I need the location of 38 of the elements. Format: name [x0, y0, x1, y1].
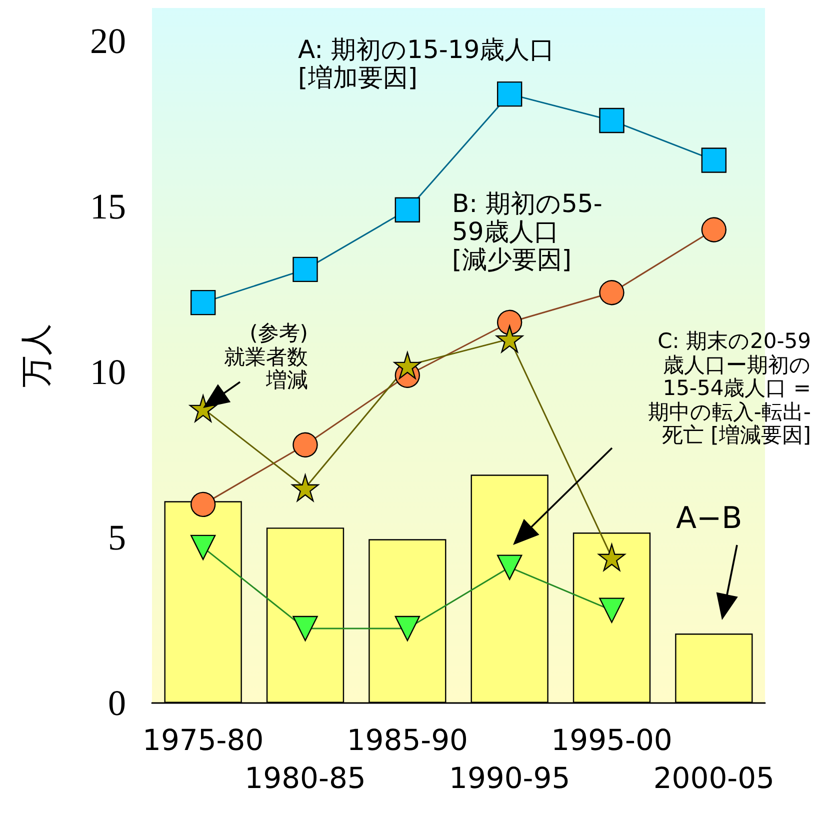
- point: [598, 544, 626, 571]
- point: [189, 394, 217, 422]
- annotation: A−B: [676, 501, 742, 536]
- point: [599, 108, 624, 134]
- annotation: A: 期初の15-19歳人口[増加要因]: [298, 35, 555, 92]
- point: [190, 534, 216, 560]
- point: [497, 310, 522, 335]
- x-tick-label: 1980-85: [244, 761, 366, 795]
- x-tick-label: 1990-95: [448, 761, 570, 795]
- annotation: C: 期末の20-59歳人口ー期初の15-54歳人口 =期中の転入-転出-死亡 [増減要因]: [648, 329, 811, 448]
- annotation: (参考)就業者数増減: [224, 321, 308, 393]
- y-tick-label: 5: [108, 518, 126, 558]
- point: [292, 474, 319, 502]
- point: [496, 81, 522, 107]
- point: [394, 352, 422, 380]
- x-tick-label: 2000-05: [653, 761, 775, 795]
- y-tick-label: 15: [90, 186, 126, 227]
- point: [190, 290, 216, 316]
- annotation: B: 期初の55-59歳人口[減少要因]: [452, 189, 602, 274]
- point: [599, 598, 624, 623]
- point: [394, 616, 420, 642]
- point: [599, 280, 624, 306]
- point: [496, 325, 524, 353]
- x-tick-label: 1975-80: [142, 723, 264, 757]
- y-axis-title: 万人: [17, 324, 55, 388]
- y-tick-label: 20: [90, 21, 126, 62]
- point: [496, 554, 522, 580]
- point: [701, 148, 727, 173]
- y-tick-label: 0: [108, 683, 126, 723]
- x-tick-label: 1985-90: [346, 723, 468, 757]
- point: [190, 492, 216, 518]
- point: [292, 432, 318, 458]
- x-tick-label: 1995-00: [551, 723, 672, 757]
- point: [292, 616, 318, 642]
- point: [394, 197, 420, 222]
- point: [292, 256, 318, 282]
- y-tick-label: 10: [90, 352, 126, 392]
- point: [701, 217, 727, 242]
